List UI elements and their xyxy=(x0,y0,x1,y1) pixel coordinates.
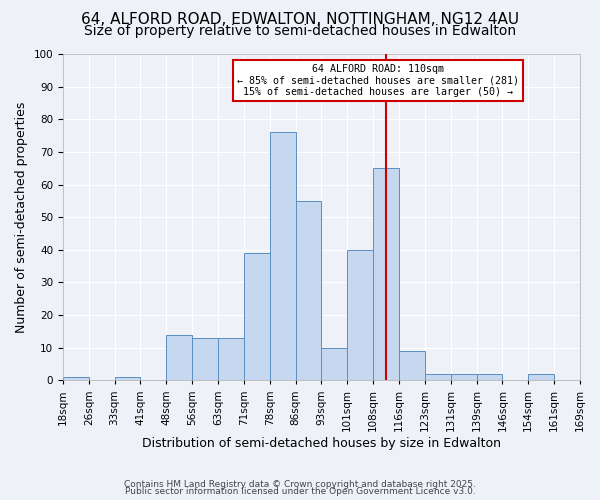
Bar xyxy=(296,201,322,380)
Bar xyxy=(192,338,218,380)
Text: Size of property relative to semi-detached houses in Edwalton: Size of property relative to semi-detach… xyxy=(84,24,516,38)
Bar xyxy=(451,374,476,380)
Text: Contains HM Land Registry data © Crown copyright and database right 2025.: Contains HM Land Registry data © Crown c… xyxy=(124,480,476,489)
X-axis label: Distribution of semi-detached houses by size in Edwalton: Distribution of semi-detached houses by … xyxy=(142,437,501,450)
Text: 64, ALFORD ROAD, EDWALTON, NOTTINGHAM, NG12 4AU: 64, ALFORD ROAD, EDWALTON, NOTTINGHAM, N… xyxy=(81,12,519,28)
Bar xyxy=(347,250,373,380)
Bar xyxy=(528,374,554,380)
Bar xyxy=(63,377,89,380)
Y-axis label: Number of semi-detached properties: Number of semi-detached properties xyxy=(15,102,28,333)
Bar xyxy=(244,253,270,380)
Bar xyxy=(399,351,425,380)
Bar xyxy=(425,374,451,380)
Bar xyxy=(373,168,399,380)
Bar xyxy=(270,132,296,380)
Bar xyxy=(322,348,347,380)
Bar xyxy=(218,338,244,380)
Bar xyxy=(476,374,502,380)
Text: 64 ALFORD ROAD: 110sqm
← 85% of semi-detached houses are smaller (281)
15% of se: 64 ALFORD ROAD: 110sqm ← 85% of semi-det… xyxy=(238,64,520,97)
Bar xyxy=(115,377,140,380)
Text: Public sector information licensed under the Open Government Licence v3.0.: Public sector information licensed under… xyxy=(125,487,475,496)
Bar xyxy=(166,334,192,380)
